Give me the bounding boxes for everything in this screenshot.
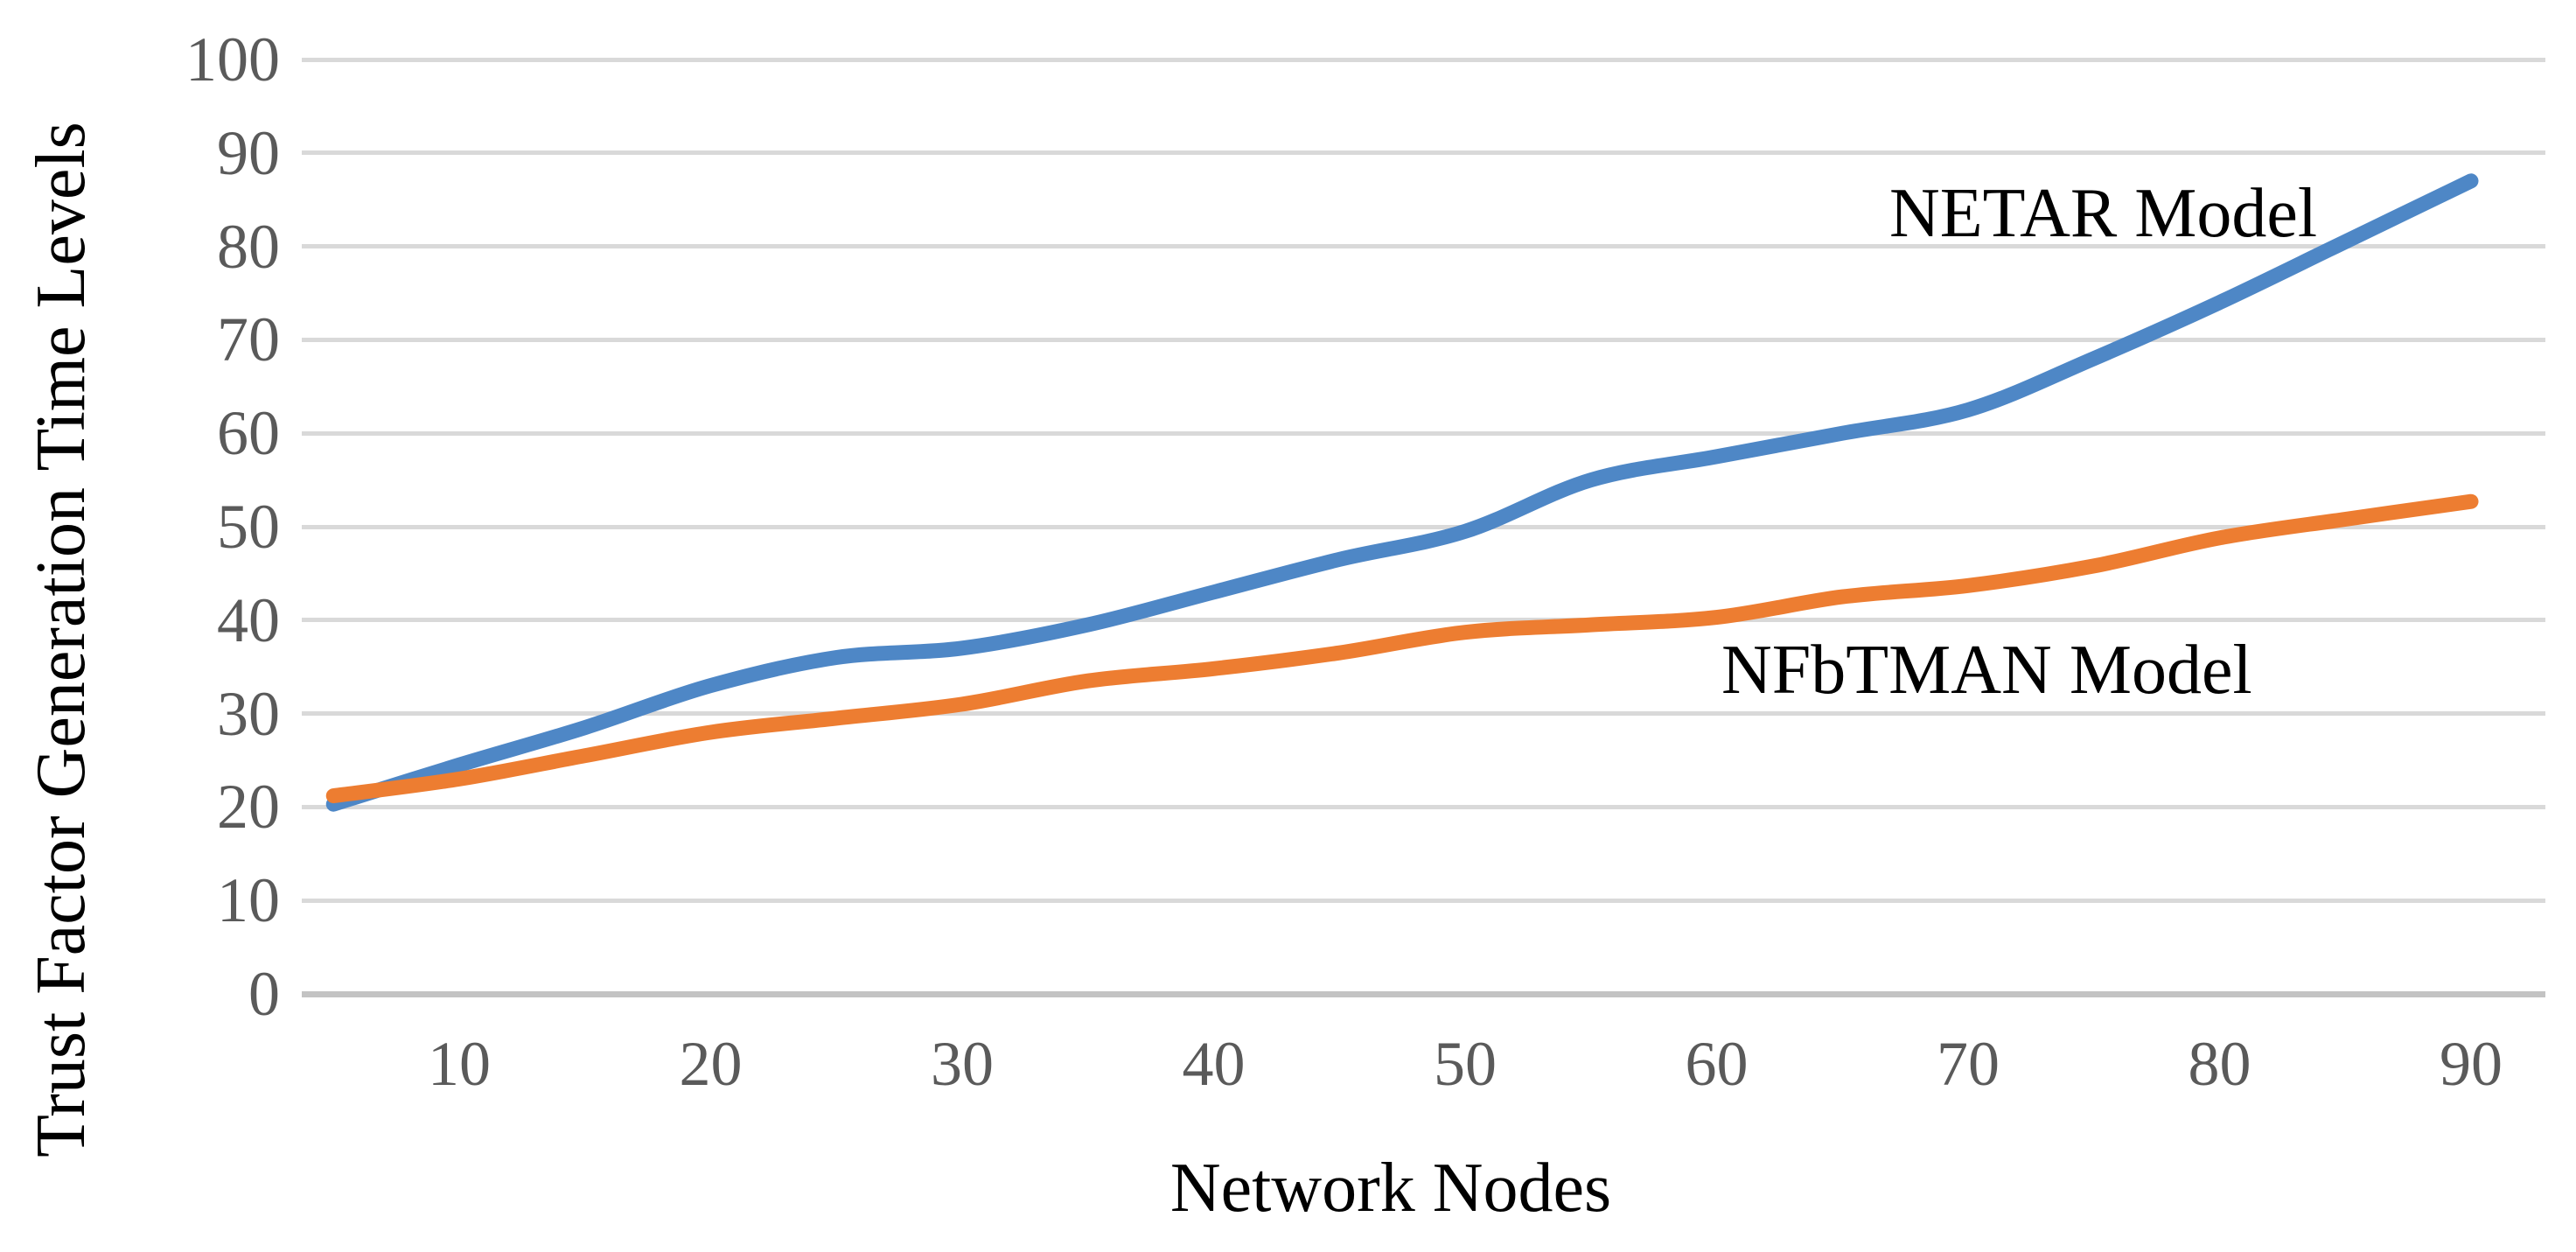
gridline — [302, 711, 2545, 717]
gridline — [302, 524, 2545, 529]
x-tick-label: 40 — [1182, 1029, 1246, 1099]
x-tick-label: 20 — [679, 1029, 743, 1099]
gridline — [302, 898, 2545, 903]
x-tick-label: 10 — [428, 1029, 491, 1099]
y-tick-label: 80 — [217, 211, 280, 282]
y-tick-label: 100 — [185, 24, 280, 94]
x-axis-line — [302, 990, 2545, 997]
gridline — [302, 337, 2545, 342]
y-tick-label: 20 — [217, 772, 280, 843]
y-tick-label: 60 — [217, 398, 280, 469]
series-line-nfbtman-model — [325, 493, 2479, 804]
nfbtman-series-label: NFbTMAN Model — [1721, 632, 2252, 709]
y-tick-label: 10 — [217, 865, 280, 936]
gridline — [302, 430, 2545, 436]
y-tick-label: 30 — [217, 678, 280, 749]
x-axis-title: Network Nodes — [1169, 1150, 1612, 1227]
series-line-netar-model — [325, 173, 2479, 812]
x-tick-label: 70 — [1937, 1029, 2000, 1099]
y-tick-label: 50 — [217, 492, 280, 562]
gridline — [302, 618, 2545, 623]
y-tick-label: 70 — [217, 304, 280, 375]
y-tick-label: 0 — [248, 959, 280, 1029]
gridline — [302, 150, 2545, 156]
x-tick-label: 50 — [1434, 1029, 1497, 1099]
x-tick-label: 90 — [2440, 1029, 2503, 1099]
y-tick-label: 40 — [217, 584, 280, 655]
gridline — [302, 57, 2545, 62]
gridline — [302, 804, 2545, 809]
netar-series-label: NETAR Model — [1889, 175, 2318, 252]
y-tick-label: 90 — [217, 117, 280, 188]
x-tick-label: 30 — [931, 1029, 994, 1099]
gridline — [302, 244, 2545, 249]
x-tick-label: 60 — [1685, 1029, 1749, 1099]
x-tick-label: 80 — [2188, 1029, 2251, 1099]
